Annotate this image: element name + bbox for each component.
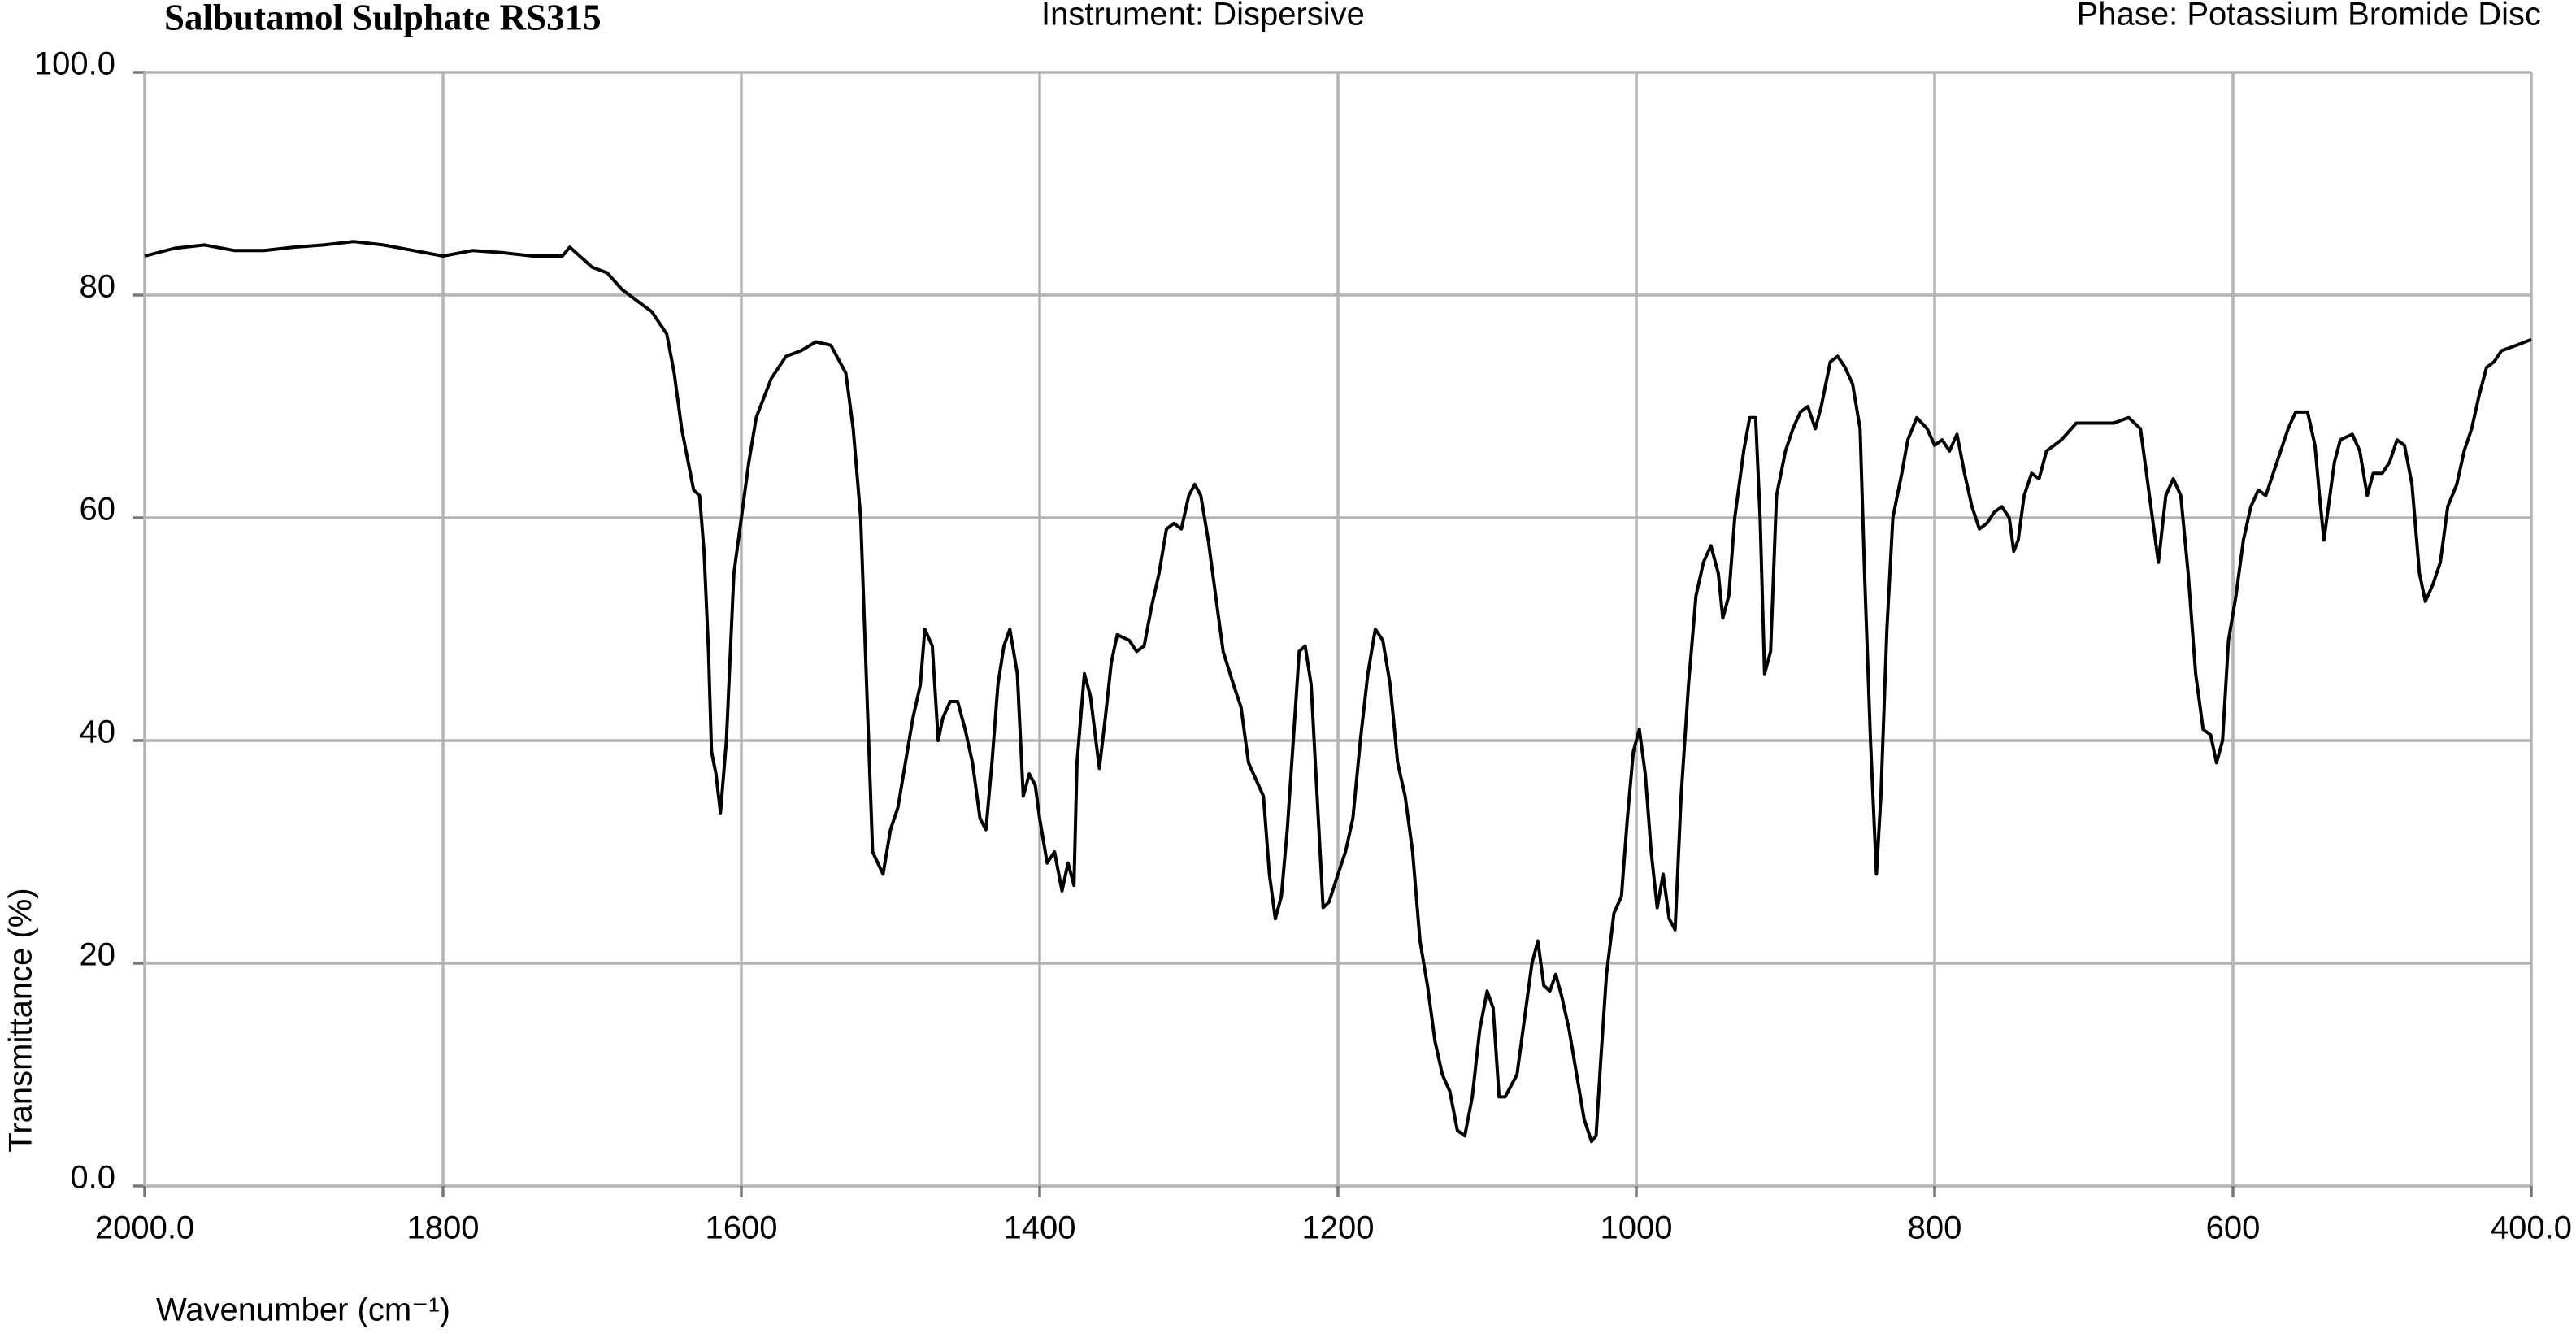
spectrum-line — [144, 240, 2532, 1144]
x-tick-label: 600 — [2206, 1210, 2261, 1246]
y-tick-label: 0.0 — [70, 1160, 115, 1196]
y-tick-label: 40 — [80, 715, 116, 750]
x-tick-label: 400.0 — [2491, 1210, 2572, 1246]
x-axis-label: Wavenumber (cm⁻¹) — [156, 1292, 450, 1328]
chart-title: Salbutamol Sulphate RS315 — [164, 0, 602, 37]
y-tick-label: 80 — [80, 269, 116, 305]
x-tick-label: 1400 — [1004, 1210, 1076, 1246]
x-tick-label: 800 — [1908, 1210, 1962, 1246]
y-tick-label: 20 — [80, 937, 116, 973]
y-tick-label: 100.0 — [34, 46, 115, 82]
x-tick-label: 1000 — [1601, 1210, 1673, 1246]
x-tick-label: 1800 — [407, 1210, 480, 1246]
x-tick-label: 2000.0 — [95, 1210, 194, 1246]
phase-label: Phase: Potassium Bromide Disc — [2077, 0, 2541, 33]
y-tick-label: 60 — [80, 492, 116, 528]
y-axis-label: Transmittance (%) — [3, 888, 39, 1152]
x-tick-label: 1600 — [706, 1210, 778, 1246]
x-tick-label: 1200 — [1302, 1210, 1375, 1246]
instrument-label: Instrument: Dispersive — [1041, 0, 1365, 33]
